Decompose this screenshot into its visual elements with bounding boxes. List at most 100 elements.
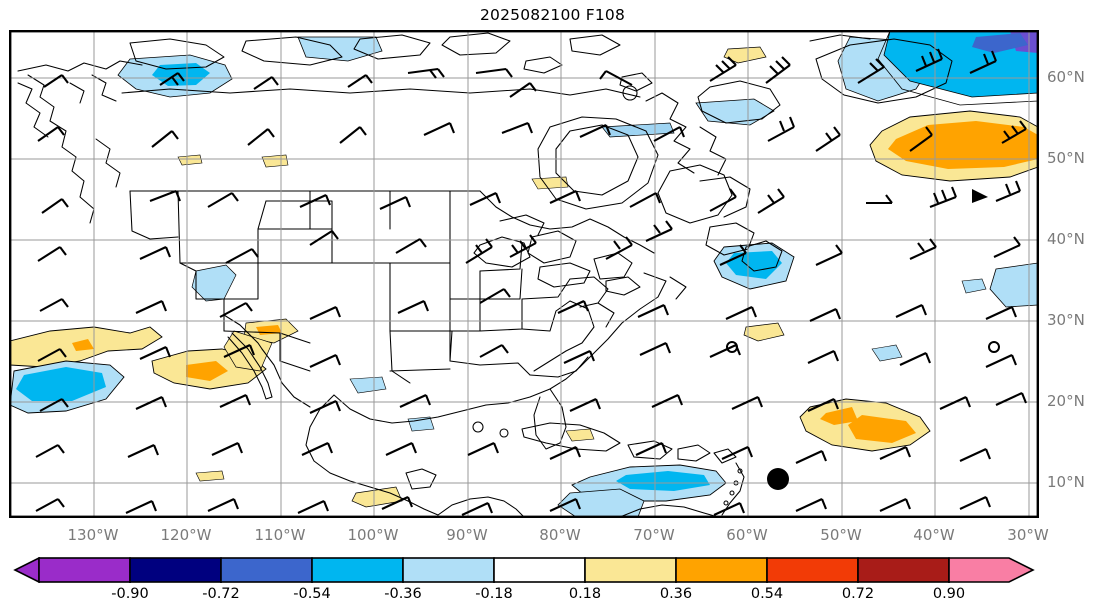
wind-barb: [379, 196, 411, 210]
wind-barb: [637, 304, 669, 318]
colorbar-swatch-6: [584, 557, 677, 583]
wind-barb-flag: [972, 189, 988, 203]
lon-tick-label-70W: 70°W: [633, 526, 675, 544]
colorbar-label-3: -0.36: [384, 586, 422, 602]
wind-barb: [599, 70, 633, 86]
wind-barb: [757, 188, 785, 214]
wind-barb: [297, 500, 329, 514]
colorbar-swatch-4: [402, 557, 495, 583]
lon-tick-label-110W: 110°W: [254, 526, 306, 544]
wind-barb: [135, 396, 167, 410]
wind-barb: [653, 126, 685, 142]
wind-barb: [651, 394, 683, 408]
wind-barb: [795, 498, 827, 512]
colorbar-swatch-7: [675, 557, 768, 583]
wind-barb: [879, 446, 911, 460]
contour-band: [601, 122, 675, 138]
wind-barb: [465, 238, 493, 264]
colorbar-label-2: -0.54: [293, 586, 331, 602]
wind-barb: [866, 194, 893, 205]
wind-barb: [469, 192, 501, 206]
lon-tick-label-80W: 80°W: [539, 526, 581, 544]
map-plot-area[interactable]: [9, 30, 1039, 518]
wind-barb: [721, 446, 753, 460]
wind-barb: [995, 392, 1027, 406]
contour-band: [349, 376, 387, 394]
lat-tick-label-60N: 60°N: [1047, 68, 1085, 86]
wind-barb: [309, 230, 339, 246]
wind-barb: [211, 442, 243, 456]
contour-band-inner: [72, 339, 94, 351]
wind-barb-layer: [35, 48, 1027, 516]
contour-band: [871, 344, 903, 362]
wind-barb: [43, 74, 69, 88]
wind-barb: [939, 396, 971, 410]
wind-barb: [909, 238, 937, 260]
wind-barb: [909, 126, 933, 152]
wind-barb: [309, 306, 341, 320]
wind-barb: [879, 498, 911, 512]
wind-barb: [479, 344, 509, 358]
contour-band: [695, 98, 775, 126]
colorbar-swatch-1: [129, 557, 222, 583]
storm-center-marker[interactable]: [767, 468, 789, 490]
colorbar-label-4: -0.18: [475, 586, 513, 602]
colorbar-label-1: -0.72: [202, 586, 240, 602]
wind-barb: [461, 502, 493, 516]
wind-barb: [765, 56, 791, 84]
wind-barb: [857, 58, 885, 84]
wind-barb: [339, 126, 367, 144]
wind-barb: [569, 398, 601, 412]
lon-tick-label-130W: 130°W: [67, 526, 119, 544]
lon-tick-label-90W: 90°W: [446, 526, 488, 544]
lon-tick-label-120W: 120°W: [160, 526, 212, 544]
wind-barb: [809, 308, 841, 322]
wind-barb: [207, 498, 239, 512]
wind-barb: [635, 442, 667, 456]
contour-band-inner: [186, 361, 228, 381]
lon-tick-label-30W: 30°W: [1007, 526, 1049, 544]
wind-barb: [35, 444, 65, 458]
contour-band-inner: [726, 251, 782, 279]
wind-barb: [395, 238, 427, 254]
wind-barb: [807, 350, 839, 364]
contour-band-inner: [616, 471, 710, 491]
colorbar[interactable]: [9, 557, 1039, 583]
wind-barb: [385, 442, 417, 456]
wind-barb: [159, 72, 185, 86]
wind-barb: [39, 298, 69, 312]
wind-barb: [509, 82, 537, 98]
wind-barb: [993, 236, 1021, 258]
colorbar-over-arrow: [948, 557, 1035, 583]
lat-tick-label-20N: 20°N: [1047, 392, 1085, 410]
shaded-contour-layer: [10, 31, 1038, 517]
wind-barb: [41, 198, 69, 214]
wind-barb: [639, 342, 671, 356]
gridline-layer: [10, 31, 1038, 517]
wind-barb: [645, 220, 673, 242]
wind-barb: [549, 498, 581, 512]
wind-barb: [985, 354, 1017, 368]
wind-barb: [815, 126, 841, 152]
wind-barb: [985, 306, 1017, 320]
wind-barb: [37, 126, 65, 142]
contour-band: [723, 46, 767, 64]
wind-barb: [579, 124, 611, 138]
wind-barb: [709, 188, 737, 212]
contour-outline: [877, 31, 1038, 106]
wind-barb: [629, 192, 661, 208]
wind-barb-calm: [726, 341, 738, 353]
contour-band: [297, 36, 383, 62]
contour-band: [177, 154, 203, 166]
lat-tick-label-50N: 50°N: [1047, 149, 1085, 167]
wind-barb: [139, 346, 171, 360]
contour-band-inner: [820, 407, 858, 425]
wind-barb: [135, 300, 167, 314]
contour-band: [407, 416, 435, 432]
colorbar-label-6: 0.36: [659, 586, 693, 602]
map-border: [10, 31, 1038, 517]
colorbar-svg: [13, 557, 1035, 583]
wind-barb: [815, 244, 843, 266]
wind-barb: [475, 67, 513, 78]
contour-band: [743, 322, 785, 342]
